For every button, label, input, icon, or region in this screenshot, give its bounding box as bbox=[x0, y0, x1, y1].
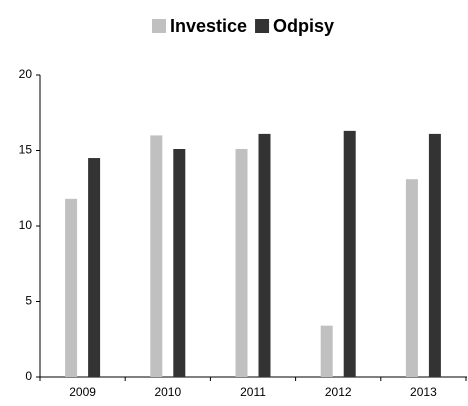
bar bbox=[235, 148, 248, 377]
bar bbox=[88, 158, 101, 377]
bar bbox=[258, 133, 271, 377]
bar bbox=[343, 130, 356, 377]
bar bbox=[65, 198, 78, 377]
x-tick-label: 2009 bbox=[69, 385, 96, 399]
bar bbox=[405, 179, 418, 377]
bar bbox=[173, 148, 186, 377]
legend-swatch bbox=[152, 19, 166, 33]
bar bbox=[428, 133, 441, 377]
legend-label: Odpisy bbox=[273, 16, 334, 36]
bar bbox=[320, 325, 333, 377]
legend-swatch bbox=[255, 19, 270, 33]
y-tick-label: 5 bbox=[25, 294, 32, 308]
y-tick-label: 10 bbox=[19, 218, 33, 232]
y-tick-label: 15 bbox=[19, 143, 33, 157]
x-tick-label: 2010 bbox=[154, 385, 181, 399]
legend-label: Investice bbox=[170, 16, 247, 36]
bar bbox=[150, 135, 163, 377]
x-tick-label: 2013 bbox=[410, 385, 437, 399]
x-tick-label: 2012 bbox=[325, 385, 352, 399]
x-tick-label: 2011 bbox=[240, 385, 266, 399]
y-tick-label: 0 bbox=[25, 369, 32, 383]
y-tick-label: 20 bbox=[19, 67, 33, 81]
